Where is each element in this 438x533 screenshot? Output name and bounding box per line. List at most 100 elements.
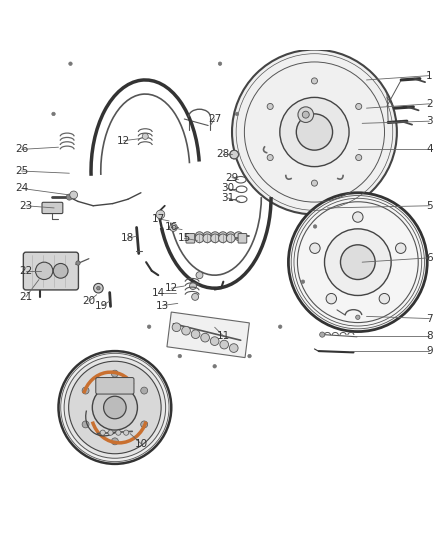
- Circle shape: [226, 232, 235, 240]
- Circle shape: [141, 387, 148, 394]
- Circle shape: [279, 325, 282, 328]
- Text: 16: 16: [165, 222, 178, 232]
- Text: 26: 26: [15, 144, 28, 155]
- Circle shape: [340, 245, 375, 279]
- Text: 22: 22: [19, 266, 32, 276]
- Circle shape: [218, 62, 222, 66]
- Circle shape: [70, 191, 78, 199]
- Text: 11: 11: [217, 331, 230, 341]
- Text: 30: 30: [221, 183, 234, 193]
- Circle shape: [192, 293, 198, 300]
- Text: 1: 1: [426, 70, 433, 80]
- Text: 3: 3: [426, 116, 433, 126]
- Circle shape: [95, 25, 98, 28]
- Circle shape: [64, 357, 166, 458]
- Circle shape: [396, 243, 406, 253]
- Text: 6: 6: [426, 253, 433, 263]
- Circle shape: [196, 272, 203, 279]
- Circle shape: [234, 232, 243, 240]
- Text: 28: 28: [217, 149, 230, 159]
- Circle shape: [310, 243, 320, 253]
- Circle shape: [52, 112, 55, 116]
- Text: 12: 12: [165, 283, 178, 293]
- Circle shape: [82, 387, 89, 394]
- Text: 8: 8: [426, 331, 433, 341]
- Circle shape: [82, 421, 89, 428]
- Circle shape: [297, 114, 332, 150]
- Circle shape: [59, 351, 171, 464]
- Text: 21: 21: [19, 292, 32, 302]
- Circle shape: [192, 25, 196, 28]
- Circle shape: [267, 155, 273, 160]
- FancyBboxPatch shape: [23, 252, 78, 290]
- Circle shape: [320, 332, 325, 337]
- Text: 5: 5: [426, 201, 433, 211]
- Circle shape: [230, 150, 239, 159]
- Circle shape: [76, 261, 80, 265]
- Circle shape: [124, 430, 129, 435]
- Circle shape: [248, 354, 251, 358]
- Circle shape: [280, 98, 349, 167]
- FancyBboxPatch shape: [238, 233, 247, 243]
- Circle shape: [379, 294, 389, 304]
- Text: 27: 27: [208, 114, 221, 124]
- Text: 25: 25: [15, 166, 28, 176]
- Text: 12: 12: [117, 136, 130, 146]
- Circle shape: [172, 323, 181, 332]
- Text: 4: 4: [426, 144, 433, 155]
- FancyBboxPatch shape: [186, 233, 195, 243]
- Circle shape: [100, 430, 105, 435]
- Circle shape: [298, 107, 314, 123]
- Circle shape: [111, 370, 118, 377]
- Circle shape: [353, 212, 363, 222]
- Circle shape: [220, 340, 229, 349]
- Circle shape: [127, 5, 130, 9]
- Text: 20: 20: [82, 296, 95, 306]
- Circle shape: [92, 385, 138, 430]
- Circle shape: [326, 294, 336, 304]
- Circle shape: [211, 234, 219, 243]
- Circle shape: [213, 365, 216, 368]
- Text: 15: 15: [178, 233, 191, 243]
- Circle shape: [325, 229, 391, 295]
- Circle shape: [232, 50, 397, 214]
- Circle shape: [230, 344, 238, 352]
- Circle shape: [356, 155, 362, 160]
- Circle shape: [210, 337, 219, 345]
- Circle shape: [94, 284, 103, 293]
- Circle shape: [148, 325, 151, 328]
- Circle shape: [356, 103, 362, 109]
- Circle shape: [302, 111, 309, 118]
- Circle shape: [170, 223, 177, 231]
- Circle shape: [203, 234, 212, 243]
- Circle shape: [226, 234, 235, 243]
- Text: 14: 14: [152, 287, 165, 297]
- Text: 31: 31: [221, 193, 234, 203]
- Text: 23: 23: [19, 201, 32, 211]
- Text: 10: 10: [134, 439, 148, 448]
- Circle shape: [178, 354, 181, 358]
- Circle shape: [156, 210, 165, 219]
- Circle shape: [311, 180, 318, 186]
- Circle shape: [69, 361, 161, 454]
- Circle shape: [66, 194, 72, 200]
- Circle shape: [111, 438, 118, 445]
- Circle shape: [160, 5, 164, 9]
- Circle shape: [288, 193, 427, 332]
- Circle shape: [142, 133, 148, 140]
- Circle shape: [211, 232, 219, 240]
- Circle shape: [191, 330, 200, 338]
- Circle shape: [235, 112, 239, 116]
- Polygon shape: [167, 312, 249, 358]
- Circle shape: [182, 326, 191, 335]
- Circle shape: [53, 263, 68, 278]
- FancyBboxPatch shape: [42, 203, 63, 214]
- Circle shape: [35, 262, 53, 279]
- Text: 7: 7: [426, 313, 433, 324]
- Text: 9: 9: [426, 346, 433, 356]
- Text: 24: 24: [15, 183, 28, 193]
- Text: 19: 19: [95, 301, 109, 311]
- Text: 18: 18: [121, 233, 134, 243]
- Circle shape: [219, 234, 227, 243]
- Circle shape: [203, 232, 212, 240]
